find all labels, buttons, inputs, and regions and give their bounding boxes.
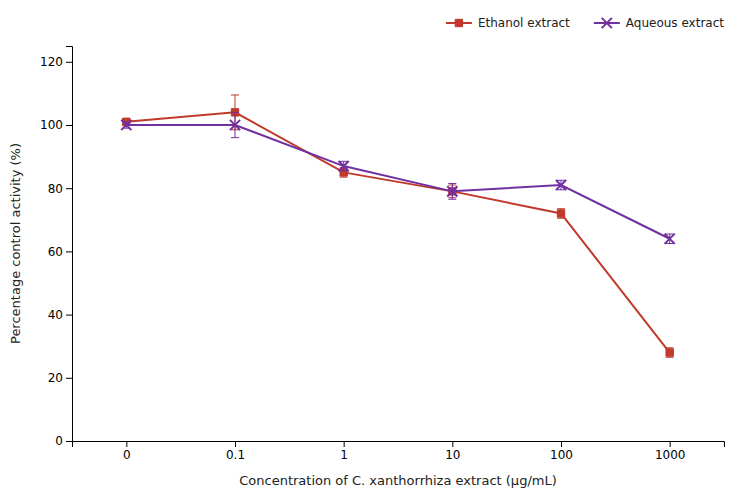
tick-label: 80 — [48, 182, 63, 196]
tick-label: 120 — [40, 55, 63, 69]
tick-label: 100 — [40, 118, 63, 132]
legend-marker — [602, 18, 612, 28]
tick-label: 100 — [550, 448, 573, 462]
line — [126, 112, 669, 352]
line — [126, 125, 669, 239]
x-tick: 0.1 — [226, 441, 245, 462]
tick-label: 60 — [48, 245, 63, 259]
tick-label: 1000 — [655, 448, 686, 462]
tick-mark — [452, 441, 453, 447]
tick-mark — [66, 315, 72, 316]
error-bar — [557, 209, 565, 218]
tick-mark — [126, 441, 127, 447]
x-tick: 1000 — [655, 441, 686, 462]
legend-item: Ethanol extract — [446, 16, 570, 30]
tick-label: 10 — [445, 448, 460, 462]
marker — [121, 120, 131, 130]
tick-mark — [66, 62, 72, 63]
x-axis-title: Concentration of C. xanthorrhiza extract… — [239, 473, 557, 488]
x-tick: 1 — [340, 441, 348, 462]
y-axis: 0 20 40 60 80 100 120 — [40, 47, 72, 449]
tick-mark — [66, 378, 72, 379]
tick-mark — [670, 441, 671, 447]
marker — [447, 186, 457, 196]
tick-mark — [66, 125, 72, 126]
y-tick: 100 — [40, 118, 72, 132]
error-bar — [666, 348, 674, 357]
tick-mark — [344, 441, 345, 447]
x-tick: 100 — [550, 441, 573, 462]
y-tick: 120 — [40, 55, 72, 69]
chart: 0 0.1 1 10 100 1000 0 20 40 60 80 100 120 Concentrati… — [0, 0, 750, 499]
tick-mark — [66, 188, 72, 189]
tick-mark — [66, 251, 72, 252]
y-tick: 20 — [48, 371, 72, 385]
y-tick: 60 — [48, 245, 72, 259]
series — [122, 95, 673, 357]
marker — [339, 161, 349, 171]
tick-label: 40 — [48, 308, 63, 322]
tick-label: 0.1 — [226, 448, 245, 462]
axis-line — [73, 442, 725, 448]
y-tick: 80 — [48, 182, 72, 196]
tick-label: 0 — [123, 448, 131, 462]
legend-item: Aqueous extract — [594, 16, 724, 30]
marker — [557, 210, 564, 217]
plot-area — [121, 95, 675, 357]
tick-label: 1 — [340, 448, 348, 462]
x-axis: 0 0.1 1 10 100 1000 — [73, 441, 725, 462]
y-tick: 0 — [55, 434, 72, 448]
tick-mark — [66, 441, 72, 442]
marker — [230, 120, 240, 130]
marker — [556, 180, 566, 190]
legend-label: Ethanol extract — [478, 16, 570, 30]
y-axis-title: Percentage control activity (%) — [8, 143, 23, 344]
marker — [665, 234, 675, 244]
legend-label: Aqueous extract — [626, 16, 724, 30]
series — [121, 112, 675, 244]
legend-marker — [455, 19, 462, 26]
legend: Ethanol extract Aqueous extract — [446, 16, 724, 30]
y-tick: 40 — [48, 308, 72, 322]
tick-mark — [561, 441, 562, 447]
x-tick: 0 — [123, 441, 131, 462]
tick-label: 20 — [48, 371, 63, 385]
x-tick: 10 — [445, 441, 460, 462]
tick-mark — [235, 441, 236, 447]
axis-line — [66, 47, 73, 442]
marker — [666, 349, 673, 356]
tick-label: 0 — [55, 434, 63, 448]
